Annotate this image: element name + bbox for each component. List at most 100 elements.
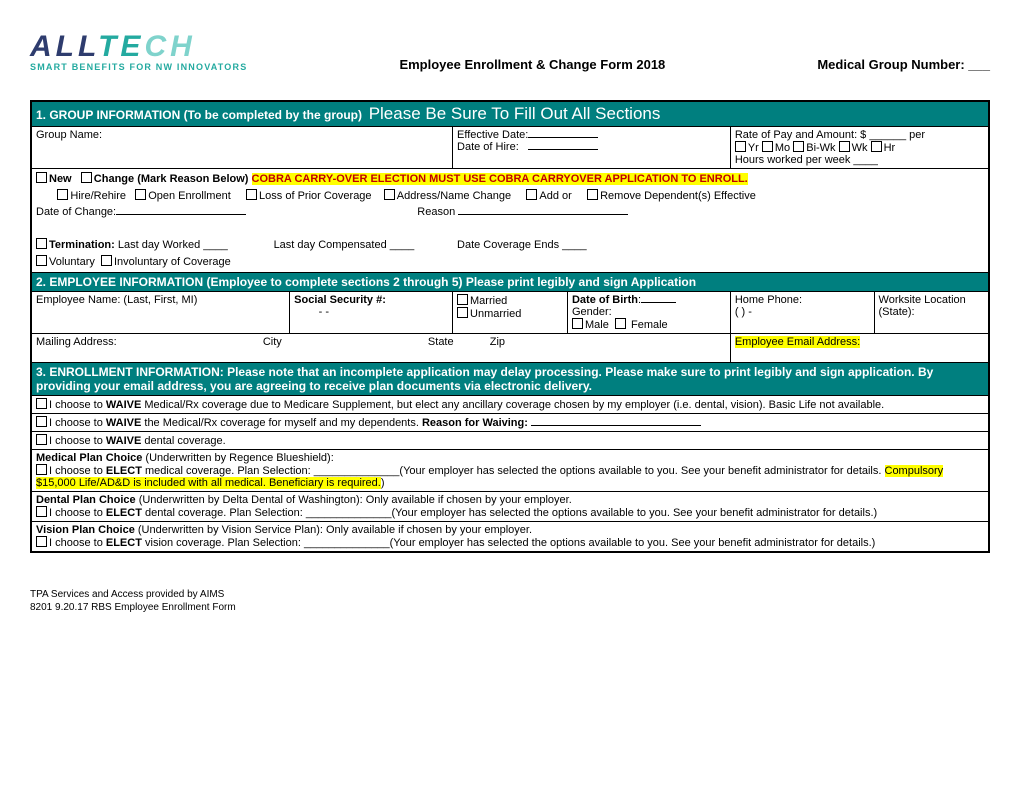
group-name-label: Group Name: (36, 129, 102, 141)
rate-of-pay-label: Rate of Pay and Amount: $ ______ per (735, 129, 925, 141)
new-checkbox[interactable] (36, 172, 47, 183)
waive3-bold: WAIVE (106, 435, 141, 447)
elect-vis-pre: I choose to (49, 537, 106, 549)
ssn-dashes: - - (319, 306, 329, 318)
waive2-text: the Medical/Rx coverage for myself and m… (141, 417, 422, 429)
waive2-pre: I choose to (49, 417, 106, 429)
termination-checkbox[interactable] (36, 238, 47, 249)
female-checkbox[interactable] (615, 318, 626, 329)
hr-label: Hr (884, 142, 896, 154)
effective-date-label: Effective Date: (457, 129, 528, 141)
reason-waiving-label: Reason for Waiving: (422, 417, 531, 429)
last-day-worked-label: Last day Worked ____ (115, 239, 228, 251)
footer-line1: TPA Services and Access provided by AIMS (30, 588, 990, 601)
address-change-checkbox[interactable] (384, 189, 395, 200)
page-header: ALLTECH SMART BENEFITS FOR NW INNOVATORS… (30, 30, 990, 72)
logo: ALLTECH SMART BENEFITS FOR NW INNOVATORS (30, 30, 247, 72)
waive2-bold: WAIVE (106, 417, 141, 429)
close-paren: ) (381, 477, 385, 489)
waive1-text: Medical/Rx coverage due to Medicare Supp… (141, 399, 884, 411)
elect-dental-checkbox[interactable] (36, 506, 47, 517)
voluntary-label: Voluntary (49, 256, 95, 268)
medical-group-number-label: Medical Group Number: ___ (817, 57, 990, 72)
voluntary-checkbox[interactable] (36, 255, 47, 266)
waive3-pre: I choose to (49, 435, 106, 447)
reason-label: Reason (417, 206, 455, 218)
involuntary-checkbox[interactable] (101, 255, 112, 266)
zip-label: Zip (490, 336, 505, 348)
elect-med-bold: ELECT (106, 465, 142, 477)
elect-medical-checkbox[interactable] (36, 464, 47, 475)
change-label: Change (Mark Reason Below) (94, 173, 249, 185)
hire-rehire-label: Hire/Rehire (70, 190, 126, 202)
hr-checkbox[interactable] (871, 141, 882, 152)
footer-line2: 8201 9.20.17 RBS Employee Enrollment For… (30, 601, 990, 614)
mo-label: Mo (775, 142, 790, 154)
address-change-label: Address/Name Change (397, 190, 511, 202)
dental-plan-sub: (Underwritten by Delta Dental of Washing… (136, 494, 572, 506)
elect-vis-text: vision coverage. Plan Selection: _______… (142, 537, 875, 549)
yr-checkbox[interactable] (735, 141, 746, 152)
gender-label: Gender: (572, 306, 612, 318)
change-checkbox[interactable] (81, 172, 92, 183)
section1-instruction: Please Be Sure To Fill Out All Sections (369, 104, 661, 123)
home-phone-label: Home Phone: (735, 294, 802, 306)
vision-plan-sub: (Underwritten by Vision Service Plan): O… (135, 524, 532, 536)
waive1-bold: WAIVE (106, 399, 141, 411)
elect-vision-checkbox[interactable] (36, 536, 47, 547)
male-label: Male (585, 319, 609, 331)
involuntary-label: Involuntary of Coverage (114, 256, 231, 268)
elect-den-bold: ELECT (106, 507, 142, 519)
add-dependent-label: Add or (539, 190, 571, 202)
termination-label: Termination: (49, 239, 115, 251)
logo-ch: CH (144, 30, 195, 63)
waive-dental-checkbox[interactable] (36, 434, 47, 445)
biwk-checkbox[interactable] (793, 141, 804, 152)
city-label: City (263, 336, 282, 348)
date-of-change-label: Date of Change: (36, 206, 116, 218)
medical-plan-sub: (Underwritten by Regence Blueshield): (142, 452, 333, 464)
unmarried-label: Unmarried (470, 308, 521, 320)
hire-rehire-checkbox[interactable] (57, 189, 68, 200)
dental-plan-header: Dental Plan Choice (36, 494, 136, 506)
biwk-label: Bi-Wk (806, 142, 835, 154)
waive-medicare-checkbox[interactable] (36, 398, 47, 409)
logo-all: ALL (30, 30, 98, 63)
female-label: Female (631, 319, 668, 331)
wk-label: Wk (852, 142, 868, 154)
add-dependent-checkbox[interactable] (526, 189, 537, 200)
form-title: Employee Enrollment & Change Form 2018 (247, 57, 817, 72)
waive-medical-checkbox[interactable] (36, 416, 47, 427)
dob-label: Date of Birth (572, 294, 638, 306)
page-footer: TPA Services and Access provided by AIMS… (30, 588, 990, 614)
logo-tagline: SMART BENEFITS FOR NW INNOVATORS (30, 62, 247, 72)
phone-template: ( ) - (735, 306, 752, 318)
vision-plan-header: Vision Plan Choice (36, 524, 135, 536)
ssn-label: Social Security #: (294, 294, 386, 306)
section3-bar: 3. ENROLLMENT INFORMATION: Please note t… (31, 363, 989, 396)
hours-per-week-label: Hours worked per week ____ (735, 154, 878, 166)
mo-checkbox[interactable] (762, 141, 773, 152)
state-label: State (428, 336, 454, 348)
male-checkbox[interactable] (572, 318, 583, 329)
logo-te: TE (98, 30, 144, 63)
last-day-compensated-label: Last day Compensated ____ (274, 239, 415, 251)
elect-vis-bold: ELECT (106, 537, 142, 549)
enrollment-form-table: 1. GROUP INFORMATION (To be completed by… (30, 100, 990, 553)
loss-coverage-checkbox[interactable] (246, 189, 257, 200)
elect-med-pre: I choose to (49, 465, 106, 477)
cobra-warning: COBRA CARRY-OVER ELECTION MUST USE COBRA… (252, 173, 748, 185)
wk-checkbox[interactable] (839, 141, 850, 152)
elect-den-pre: I choose to (49, 507, 106, 519)
unmarried-checkbox[interactable] (457, 307, 468, 318)
new-label: New (49, 173, 72, 185)
married-label: Married (470, 295, 507, 307)
date-coverage-ends-label: Date Coverage Ends ____ (457, 239, 587, 251)
married-checkbox[interactable] (457, 294, 468, 305)
waive3-text: dental coverage. (141, 435, 225, 447)
medical-plan-header: Medical Plan Choice (36, 452, 142, 464)
remove-dependent-checkbox[interactable] (587, 189, 598, 200)
open-enrollment-checkbox[interactable] (135, 189, 146, 200)
open-enrollment-label: Open Enrollment (148, 190, 231, 202)
remove-dependent-label: Remove Dependent(s) Effective (600, 190, 756, 202)
